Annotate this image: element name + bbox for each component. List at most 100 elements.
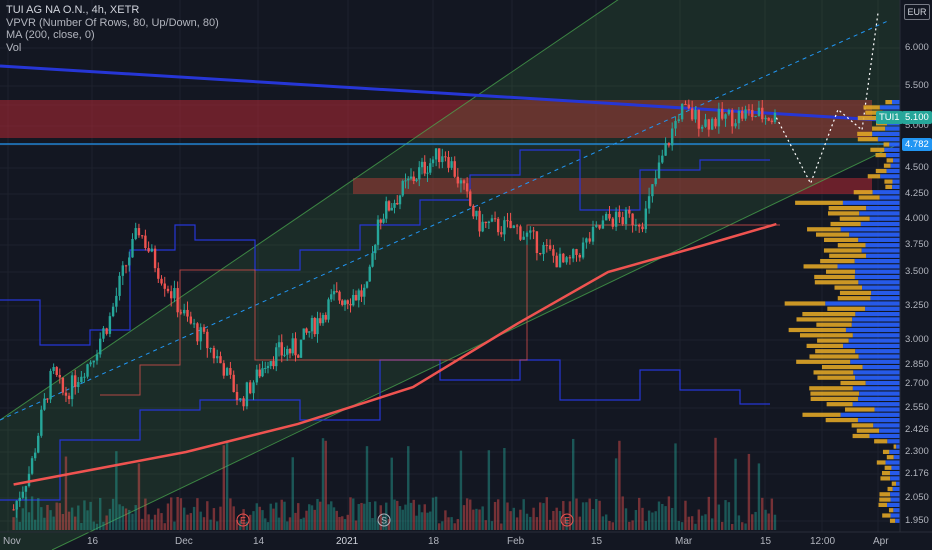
volume-bar: [608, 520, 611, 530]
volume-bar: [462, 505, 466, 530]
volume-bar: [294, 512, 297, 530]
earnings-marker: [236, 513, 250, 527]
vpvr-bar-up: [873, 423, 900, 428]
currency-button[interactable]: EUR: [904, 4, 930, 20]
candle-body: [456, 176, 460, 184]
candle-body: [140, 235, 144, 237]
vpvr-bar-up: [865, 306, 900, 311]
vpvr-bar-down: [796, 317, 853, 322]
candle-body: [767, 117, 770, 121]
candle-body: [555, 255, 558, 268]
volume-bar: [401, 509, 404, 530]
volume-indicator-label[interactable]: Vol: [6, 41, 22, 54]
volume-bar: [407, 446, 410, 530]
resistance-zone-lower: [353, 178, 872, 194]
volume-bar: [183, 507, 186, 530]
candle-body: [166, 288, 170, 292]
vpvr-bar-up: [840, 227, 900, 232]
candle-body: [558, 253, 562, 268]
candle-body: [160, 278, 163, 284]
candle-body: [770, 120, 774, 123]
vpvr-bar-down: [834, 285, 863, 290]
volume-bar: [697, 509, 701, 530]
symbol-title[interactable]: TUI AG NA O.N., 4h, XETR: [6, 4, 140, 16]
vpvr-bar-down: [879, 497, 891, 502]
volume-bar: [601, 516, 605, 530]
volume-bar: [192, 506, 196, 530]
volume-bar: [475, 508, 478, 530]
volume-bar: [297, 503, 300, 530]
candle-body: [163, 283, 166, 289]
candle-body: [638, 224, 641, 227]
candle-body: [277, 342, 281, 348]
volume-bar: [737, 515, 741, 530]
candle-body: [398, 195, 402, 205]
candle-body: [539, 253, 542, 255]
candle-body: [747, 109, 751, 111]
time-tick-label: 16: [87, 536, 99, 547]
candle-body: [137, 228, 141, 236]
candle-body: [741, 110, 744, 119]
candle-body: [341, 300, 344, 305]
earnings-marker-2: [560, 513, 574, 527]
candle-body: [374, 244, 377, 254]
candle-body: [578, 254, 581, 258]
candle-body: [624, 209, 628, 225]
vpvr-bar-down: [826, 269, 856, 274]
volume-bar: [605, 514, 608, 530]
candle-body: [591, 226, 595, 242]
candle-body: [179, 312, 183, 314]
vpvr-indicator-label[interactable]: VPVR (Number Of Rows, 80, Up/Down, 80): [6, 16, 219, 29]
candle-body: [387, 201, 391, 211]
vpvr-bar-down: [888, 508, 894, 513]
vpvr-bar-up: [862, 285, 900, 290]
candle-body: [581, 242, 585, 258]
ma-indicator-label[interactable]: MA (200, close, 0): [6, 29, 95, 41]
volume-bar: [581, 502, 585, 530]
volume-bar: [684, 500, 687, 530]
vpvr-bar-down: [891, 481, 896, 486]
candle-body: [601, 220, 605, 229]
vpvr-bar-down: [813, 370, 854, 375]
volume-bar: [299, 518, 303, 530]
candle-body: [37, 435, 40, 453]
candle-body: [235, 391, 239, 401]
volume-bar: [644, 521, 647, 530]
vpvr-bar-up: [854, 274, 900, 280]
candle-body: [332, 291, 336, 295]
volume-bar: [225, 440, 229, 530]
volume-bar: [305, 510, 308, 530]
volume-bar: [707, 496, 711, 530]
volume-bar: [535, 517, 539, 530]
candle-body: [641, 226, 644, 230]
volume-bar: [199, 511, 202, 530]
volume-bar: [166, 503, 170, 530]
candle-body: [365, 281, 369, 288]
vpvr-bar-down: [795, 200, 843, 205]
volume-bar: [638, 497, 641, 530]
volume-bar: [591, 508, 595, 530]
vpvr-bar-down: [884, 179, 893, 184]
vpvr-bar-up: [885, 126, 900, 131]
price-tick-label: 2.176: [905, 468, 929, 479]
vpvr-bar-up: [851, 322, 900, 327]
volume-bar: [651, 512, 654, 530]
candle-body: [690, 108, 694, 120]
volume-bar: [465, 498, 469, 530]
vpvr-bar-up: [858, 396, 900, 401]
candle-body: [737, 110, 741, 124]
volume-bar: [277, 517, 281, 530]
candle-body: [409, 176, 413, 179]
vpvr-bar-up: [869, 216, 900, 221]
vpvr-bar-down: [788, 327, 846, 333]
volume-bar: [352, 498, 355, 530]
vpvr-bar-up: [855, 269, 900, 274]
vpvr-bar-up: [861, 248, 900, 253]
volume-bar: [429, 511, 432, 530]
candle-body: [644, 208, 647, 230]
volume-bar: [542, 503, 545, 530]
volume-bar: [283, 501, 286, 530]
candle-body: [27, 473, 31, 487]
